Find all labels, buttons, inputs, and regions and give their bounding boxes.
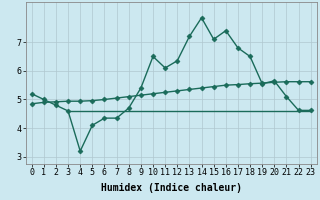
X-axis label: Humidex (Indice chaleur): Humidex (Indice chaleur) [101, 183, 242, 193]
